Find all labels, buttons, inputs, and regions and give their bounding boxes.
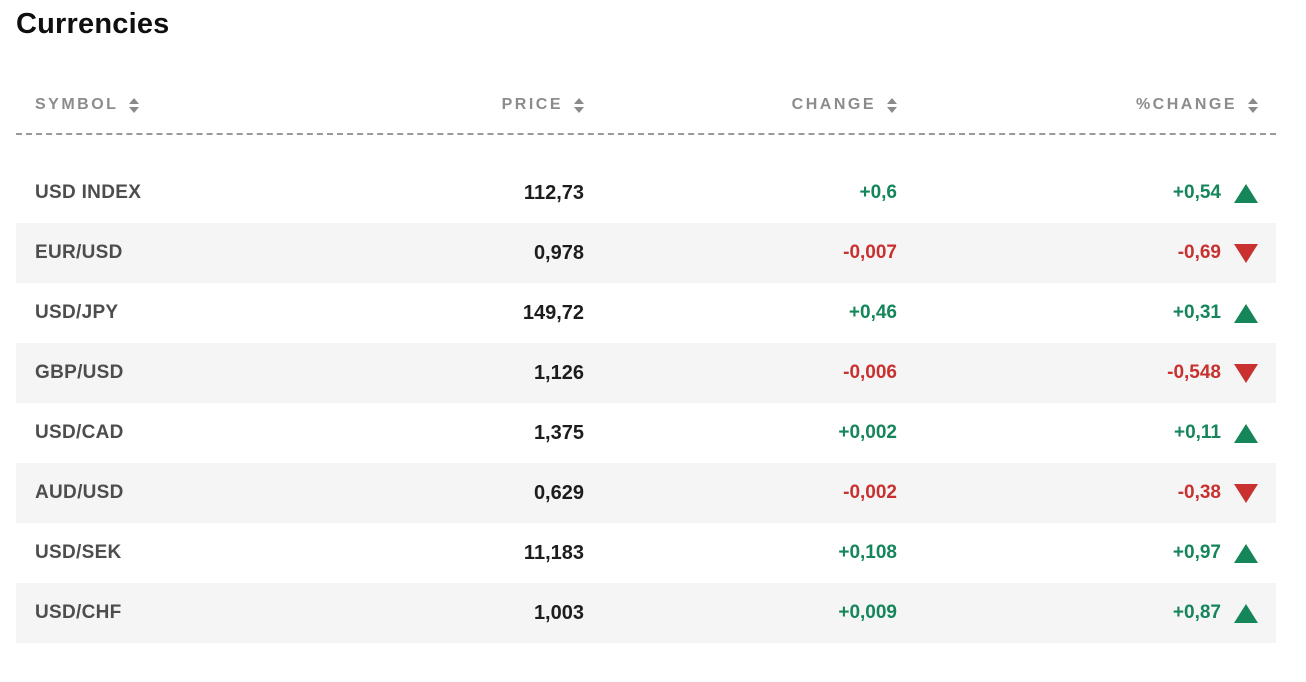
price-cell: 1,003 [533,601,584,624]
triangle-down-icon [1234,363,1258,383]
table-row[interactable]: USD/JPY 149,72 +0,46 +0,31 [16,283,1276,343]
page-title: Currencies [16,8,170,40]
pct-change-cell: +0,11 [897,422,1276,444]
table-row[interactable]: USD/CAD 1,375 +0,002 +0,11 [16,403,1276,463]
table-row[interactable]: USD INDEX 112,73 +0,6 +0,54 [16,163,1276,223]
sort-arrows-icon [1248,97,1258,113]
table-row[interactable]: EUR/USD 0,978 -0,007 -0,69 [16,223,1276,283]
sort-up-icon [887,97,897,104]
pct-change-cell: +0,87 [897,602,1276,624]
column-header-pct-change[interactable]: %CHANGE [897,96,1276,114]
sort-down-icon [887,106,897,113]
table-row[interactable]: USD/SEK 11,183 +0,108 +0,97 [16,523,1276,583]
sort-up-icon [1248,97,1258,104]
triangle-down-icon [1234,243,1258,263]
pct-change-cell: +0,97 [897,542,1276,564]
triangle-up-icon [1234,303,1258,323]
change-cell: -0,006 [843,362,897,383]
column-header-price[interactable]: PRICE [320,96,584,114]
change-cell: +0,002 [838,422,897,443]
price-cell: 0,629 [533,481,584,504]
change-cell: +0,6 [859,182,897,203]
symbol-cell: USD/JPY [35,302,119,323]
triangle-up-icon [1234,603,1258,623]
change-cell: +0,46 [848,302,897,323]
sort-arrows-icon [574,97,584,113]
triangle-up-icon [1234,423,1258,443]
symbol-cell: EUR/USD [35,242,123,263]
column-header-change[interactable]: CHANGE [584,96,897,114]
table-header-row: SYMBOL PRICE CHANGE [16,91,1276,135]
currencies-table: SYMBOL PRICE CHANGE [16,91,1276,643]
price-cell: 149,72 [522,301,584,324]
price-cell: 112,73 [523,181,584,204]
change-cell: +0,009 [838,602,897,623]
pct-change-value: +0,31 [1172,302,1221,323]
pct-change-value: -0,548 [1167,362,1221,383]
pct-change-value: +0,54 [1172,182,1221,203]
column-header-label: PRICE [501,96,563,113]
pct-change-cell: -0,548 [897,362,1276,384]
table-row[interactable]: GBP/USD 1,126 -0,006 -0,548 [16,343,1276,403]
price-cell: 11,183 [523,541,584,564]
price-cell: 0,978 [533,241,584,264]
triangle-up-icon [1234,183,1258,203]
price-cell: 1,375 [533,421,584,444]
table-row[interactable]: AUD/USD 0,629 -0,002 -0,38 [16,463,1276,523]
triangle-up-icon [1234,543,1258,563]
pct-change-value: +0,11 [1173,422,1221,443]
table-body: USD INDEX 112,73 +0,6 +0,54 EUR/USD 0,97… [16,163,1276,643]
symbol-cell: GBP/USD [35,362,124,383]
change-cell: -0,002 [843,482,897,503]
symbol-cell: AUD/USD [35,482,124,503]
sort-down-icon [1248,106,1258,113]
sort-up-icon [129,97,140,104]
pct-change-cell: -0,38 [897,482,1276,504]
pct-change-cell: -0,69 [897,242,1276,264]
pct-change-cell: +0,54 [897,182,1276,204]
column-header-label: %CHANGE [1135,96,1237,113]
column-header-symbol[interactable]: SYMBOL [16,96,320,114]
triangle-down-icon [1234,483,1258,503]
pct-change-cell: +0,31 [897,302,1276,324]
pct-change-value: +0,97 [1172,542,1221,563]
sort-arrows-icon [887,97,897,113]
pct-change-value: -0,38 [1177,482,1221,503]
sort-down-icon [574,106,584,113]
table-row[interactable]: USD/CHF 1,003 +0,009 +0,87 [16,583,1276,643]
sort-down-icon [129,106,140,113]
price-cell: 1,126 [533,361,584,384]
symbol-cell: USD/SEK [35,542,122,563]
symbol-cell: USD INDEX [35,182,142,203]
sort-up-icon [574,97,584,104]
sort-arrows-icon [129,97,140,113]
pct-change-value: +0,87 [1172,602,1221,623]
symbol-cell: USD/CHF [35,602,122,623]
change-cell: -0,007 [843,242,897,263]
column-header-label: CHANGE [791,96,876,113]
change-cell: +0,108 [838,542,897,563]
column-header-label: SYMBOL [35,96,119,113]
symbol-cell: USD/CAD [35,422,124,443]
pct-change-value: -0,69 [1177,242,1221,263]
